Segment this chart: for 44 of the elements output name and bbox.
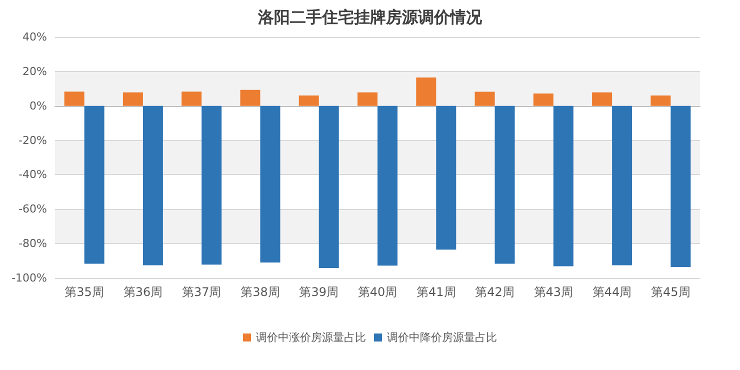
bar (240, 90, 260, 106)
y-tick-label: -60% (18, 202, 47, 216)
bar (84, 106, 104, 264)
chart-title: 洛阳二手住宅挂牌房源调价情况 (257, 8, 483, 26)
x-tick-label: 第40周 (358, 285, 398, 299)
bar (494, 106, 515, 264)
bar (670, 106, 691, 267)
bar (260, 106, 280, 263)
bar (533, 93, 554, 106)
x-tick-label: 第35周 (64, 285, 104, 299)
bar (182, 92, 202, 106)
y-tick-label: -80% (18, 237, 47, 250)
bar (378, 106, 398, 266)
bar (142, 106, 163, 266)
y-tick-label: 0% (30, 99, 47, 112)
bar (64, 92, 84, 106)
bar (298, 96, 319, 106)
x-tick-label: 第41周 (416, 285, 456, 299)
legend-label: 调价中涨价房源量占比 (256, 331, 366, 344)
y-tick-label: 20% (22, 64, 47, 78)
legend-label: 调价中降价房源量占比 (387, 331, 497, 344)
bar (416, 77, 436, 106)
bar (474, 92, 495, 106)
x-tick-label: 第37周 (182, 285, 222, 299)
y-tick-label: 40% (22, 30, 47, 44)
bar (122, 92, 143, 106)
y-tick-label: -20% (18, 134, 47, 147)
bar (553, 106, 574, 266)
x-tick-label: 第39周 (299, 285, 339, 299)
bar (592, 92, 612, 106)
bar (318, 106, 339, 268)
bar (358, 92, 378, 106)
bar (650, 96, 671, 106)
x-tick-label: 第42周 (475, 285, 514, 299)
y-tick-label: -40% (18, 168, 47, 182)
y-tick-label: -100% (12, 272, 47, 284)
bar (436, 106, 456, 250)
x-tick-label: 第44周 (592, 285, 632, 299)
x-tick-label: 第36周 (123, 285, 163, 299)
bar (202, 106, 222, 265)
x-tick-label: 第45周 (651, 285, 690, 299)
bar (612, 106, 632, 266)
x-tick-label: 第38周 (240, 285, 280, 299)
x-tick-label: 第43周 (534, 285, 574, 299)
